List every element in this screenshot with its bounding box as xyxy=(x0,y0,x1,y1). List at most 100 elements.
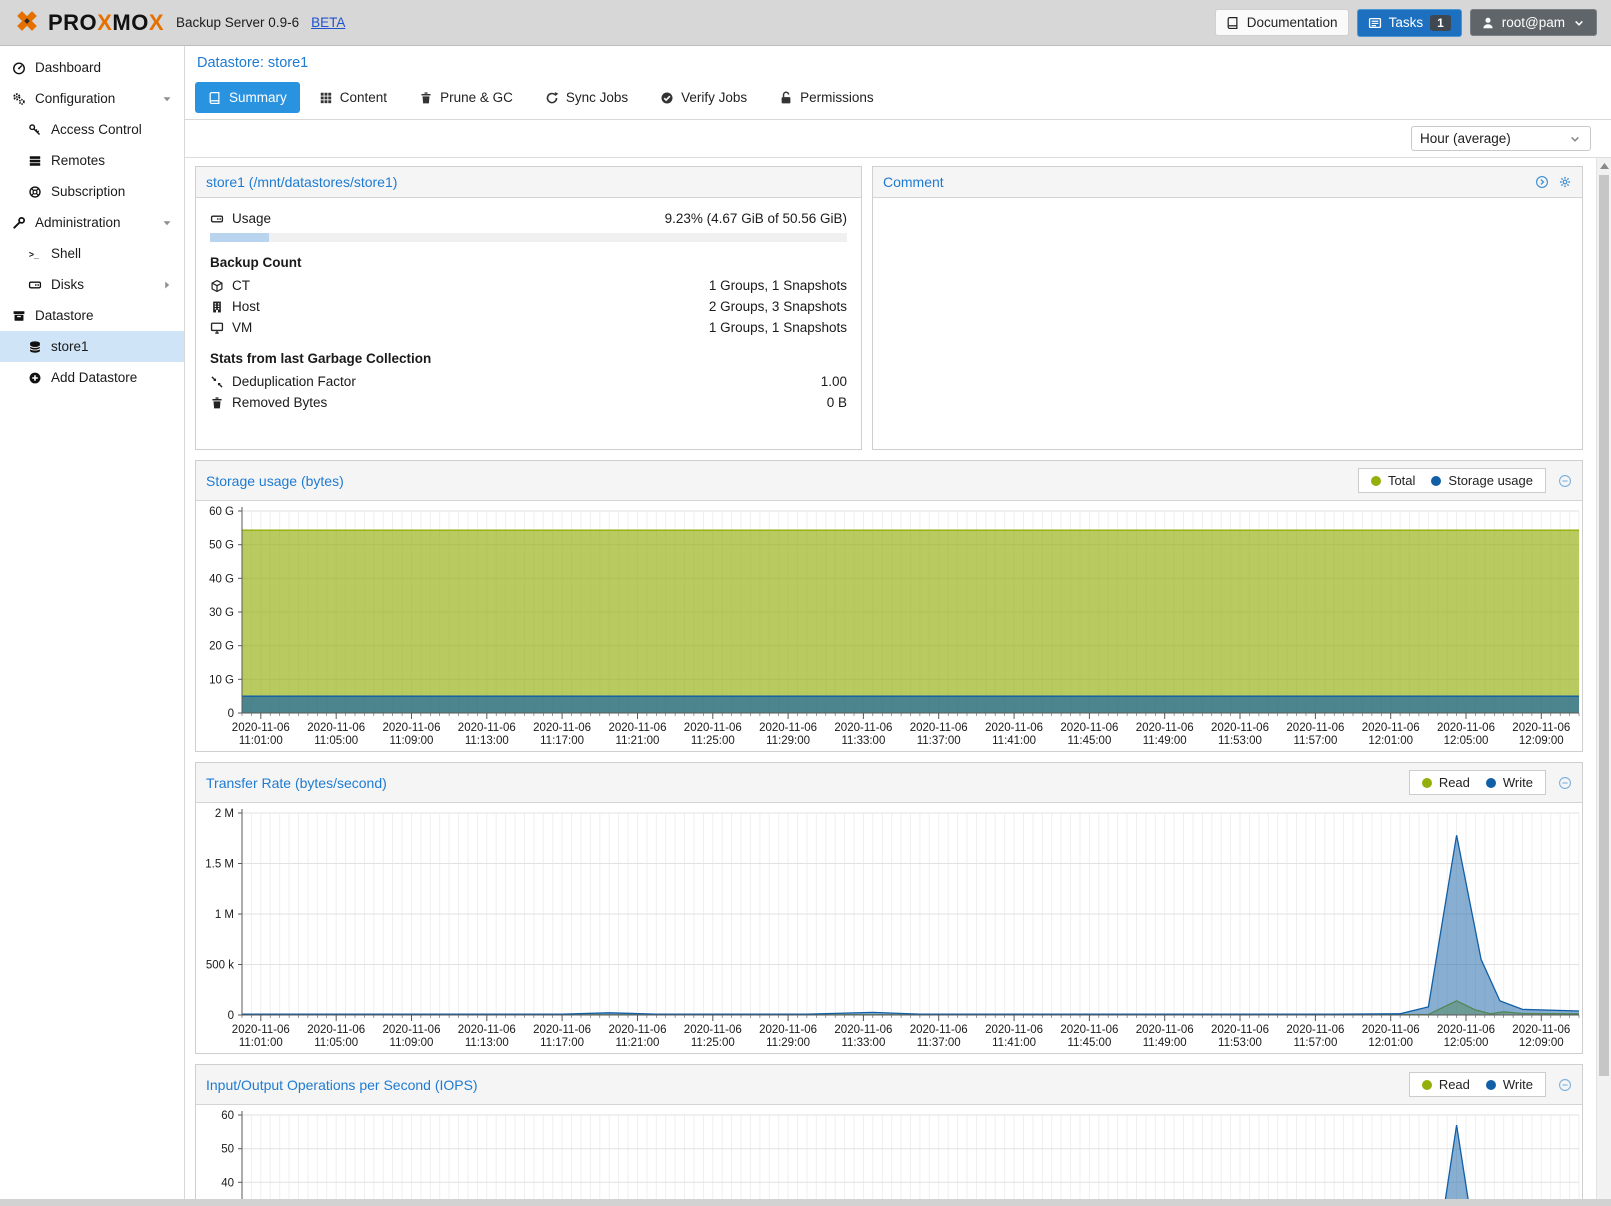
svg-text:2020-11-06: 2020-11-06 xyxy=(383,1024,441,1036)
svg-text:2020-11-06: 2020-11-06 xyxy=(684,722,742,734)
tab-permissions[interactable]: Permissions xyxy=(766,82,887,113)
svg-text:11:45:00: 11:45:00 xyxy=(1067,735,1111,747)
stat-label: Host xyxy=(232,299,260,314)
window-bottom-edge xyxy=(0,1199,1611,1206)
stat-label: Removed Bytes xyxy=(232,395,328,410)
svg-text:11:37:00: 11:37:00 xyxy=(917,735,961,747)
gc-stats-heading: Stats from last Garbage Collection xyxy=(210,351,432,366)
sidebar-item-remotes[interactable]: Remotes xyxy=(0,145,184,176)
usage-value: 9.23% (4.67 GiB of 50.56 GiB) xyxy=(664,211,847,226)
tab-verify-jobs[interactable]: Verify Jobs xyxy=(647,82,760,113)
svg-text:12:09:00: 12:09:00 xyxy=(1519,1037,1564,1049)
brand-name: PROXMOX xyxy=(48,9,165,35)
legend-item: Storage usage xyxy=(1431,473,1533,488)
tab-summary[interactable]: Summary xyxy=(195,82,300,113)
svg-text:1.5 M: 1.5 M xyxy=(205,859,234,871)
task-list-icon xyxy=(1368,16,1382,30)
lifering-icon xyxy=(28,185,42,199)
tab-sync-jobs[interactable]: Sync Jobs xyxy=(532,82,641,113)
svg-text:11:29:00: 11:29:00 xyxy=(766,1037,810,1049)
sidebar-item-shell[interactable]: >_ Shell xyxy=(0,238,184,269)
cube-icon xyxy=(210,279,224,293)
comment-body[interactable] xyxy=(873,198,1582,449)
tab-content[interactable]: Content xyxy=(306,82,400,113)
timeframe-select[interactable]: Hour (average) xyxy=(1411,126,1591,151)
legend-dot-icon xyxy=(1370,475,1381,486)
sidebar-item-administration[interactable]: Administration xyxy=(0,207,184,238)
svg-text:11:01:00: 11:01:00 xyxy=(239,1037,283,1049)
beta-link[interactable]: BETA xyxy=(311,15,346,30)
usage-label: Usage xyxy=(232,211,272,226)
stat-value: 0 B xyxy=(826,395,847,410)
stat-value: 1 Groups, 1 Snapshots xyxy=(708,278,847,293)
book-icon xyxy=(1226,16,1240,30)
datastore-summary-panel: store1 (/mnt/datastores/store1) Usage 9.… xyxy=(195,166,862,450)
database-icon xyxy=(28,340,42,354)
svg-text:11:25:00: 11:25:00 xyxy=(691,1037,735,1049)
sidebar-item-configuration[interactable]: Configuration xyxy=(0,83,184,114)
collapse-icon[interactable] xyxy=(1558,474,1572,488)
svg-text:2020-11-06: 2020-11-06 xyxy=(1136,1024,1194,1036)
grid-icon xyxy=(319,91,333,105)
svg-text:11:53:00: 11:53:00 xyxy=(1218,735,1262,747)
svg-text:0: 0 xyxy=(228,708,234,720)
gear-icon[interactable] xyxy=(1558,175,1572,189)
sidebar-item-label: Add Datastore xyxy=(51,370,138,385)
collapse-icon[interactable] xyxy=(1558,776,1572,790)
svg-text:11:33:00: 11:33:00 xyxy=(841,1037,885,1049)
svg-text:2020-11-06: 2020-11-06 xyxy=(307,1024,365,1036)
chevron-right-icon[interactable] xyxy=(160,278,174,292)
svg-text:11:13:00: 11:13:00 xyxy=(465,735,509,747)
legend-item: Write xyxy=(1485,1077,1533,1092)
legend-dot-icon xyxy=(1485,777,1496,788)
sidebar-item-store1[interactable]: store1 xyxy=(0,331,184,362)
tab-label: Permissions xyxy=(800,90,874,105)
tasks-button[interactable]: Tasks 1 xyxy=(1356,8,1462,37)
svg-text:11:45:00: 11:45:00 xyxy=(1067,1037,1111,1049)
chart-legend: Read Write xyxy=(1408,770,1546,795)
compress-icon xyxy=(210,375,224,389)
svg-text:2020-11-06: 2020-11-06 xyxy=(609,1024,667,1036)
sidebar-item-disks[interactable]: Disks xyxy=(0,269,184,300)
chevron-down-icon[interactable] xyxy=(160,92,174,106)
scrollbar-thumb[interactable] xyxy=(1599,175,1609,1077)
svg-text:11:29:00: 11:29:00 xyxy=(766,735,810,747)
svg-text:2020-11-06: 2020-11-06 xyxy=(1512,1024,1570,1036)
svg-text:12:05:00: 12:05:00 xyxy=(1444,1037,1489,1049)
tab-prune-gc[interactable]: Prune & GC xyxy=(406,82,526,113)
svg-text:12:01:00: 12:01:00 xyxy=(1368,735,1413,747)
product-version: Backup Server 0.9-6 xyxy=(176,15,300,30)
svg-text:11:25:00: 11:25:00 xyxy=(691,735,735,747)
sidebar-item-label: store1 xyxy=(51,339,89,354)
vertical-scrollbar[interactable] xyxy=(1596,158,1611,1206)
main-content: Datastore: store1 Summary Content Prune & … xyxy=(185,46,1611,1206)
svg-text:>_: >_ xyxy=(29,249,39,259)
sidebar-item-subscription[interactable]: Subscription xyxy=(0,176,184,207)
chevron-down-icon[interactable] xyxy=(160,216,174,230)
chevron-circle-right-icon[interactable] xyxy=(1535,175,1549,189)
svg-text:12:05:00: 12:05:00 xyxy=(1444,735,1489,747)
iops-chart: 01020304050602020-11-0611:01:002020-11-0… xyxy=(196,1105,1581,1206)
wrench-icon xyxy=(12,216,26,230)
sidebar-item-add-datastore[interactable]: Add Datastore xyxy=(0,362,184,393)
hdd-icon xyxy=(28,278,42,292)
plus-circle-icon xyxy=(28,371,42,385)
svg-text:11:21:00: 11:21:00 xyxy=(616,735,660,747)
user-menu-button[interactable]: root@pam xyxy=(1469,9,1597,36)
sidebar-item-dashboard[interactable]: Dashboard xyxy=(0,52,184,83)
scroll-up-arrow-icon[interactable] xyxy=(1597,158,1611,173)
svg-text:60 G: 60 G xyxy=(209,506,234,518)
book-icon xyxy=(208,91,222,105)
svg-text:2020-11-06: 2020-11-06 xyxy=(759,1024,817,1036)
sidebar-item-datastore[interactable]: Datastore xyxy=(0,300,184,331)
chart-legend: Read Write xyxy=(1408,1072,1546,1097)
collapse-icon[interactable] xyxy=(1558,1078,1572,1092)
sidebar-item-access-control[interactable]: Access Control xyxy=(0,114,184,145)
stat-value: 1 Groups, 1 Snapshots xyxy=(708,320,847,335)
documentation-button[interactable]: Documentation xyxy=(1214,9,1349,36)
svg-text:2020-11-06: 2020-11-06 xyxy=(834,1024,892,1036)
chart-title: Input/Output Operations per Second (IOPS… xyxy=(206,1076,478,1093)
svg-text:2020-11-06: 2020-11-06 xyxy=(533,1024,591,1036)
stat-row-host: Host 2 Groups, 3 Snapshots xyxy=(210,296,847,317)
stat-row-deduplication-factor: Deduplication Factor 1.00 xyxy=(210,371,847,392)
